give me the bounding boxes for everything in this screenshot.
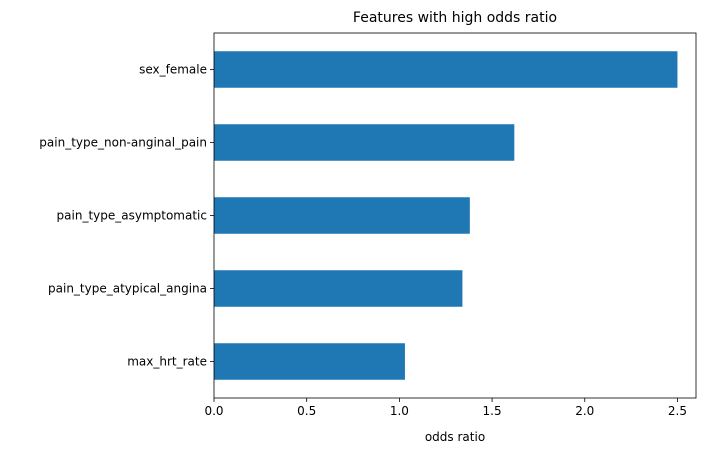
bar-pain_type_asymptomatic bbox=[214, 197, 470, 234]
y-tick-label: pain_type_atypical_angina bbox=[48, 282, 207, 296]
x-tick-label: 2.5 bbox=[668, 404, 687, 418]
x-axis-label: odds ratio bbox=[425, 430, 485, 444]
y-tick-label: max_hrt_rate bbox=[127, 355, 207, 369]
chart-title: Features with high odds ratio bbox=[353, 10, 557, 26]
x-tick-label: 0.5 bbox=[297, 404, 316, 418]
x-tick-label: 1.5 bbox=[483, 404, 502, 418]
y-tick-label: pain_type_asymptomatic bbox=[57, 209, 207, 223]
bars bbox=[214, 51, 678, 380]
x-tick-label: 2.0 bbox=[575, 404, 594, 418]
y-tick-label: pain_type_non-anginal_pain bbox=[39, 136, 207, 150]
y-tick-label: sex_female bbox=[139, 63, 207, 77]
bar-sex_female bbox=[214, 51, 678, 88]
bar-pain_type_non-anginal_pain bbox=[214, 124, 515, 161]
plot-frame bbox=[213, 32, 697, 399]
bar-pain_type_atypical_angina bbox=[214, 270, 463, 307]
x-tick-label: 1.0 bbox=[390, 404, 409, 418]
y-axis-ticks: sex_female pain_type_non-anginal_painpain… bbox=[39, 63, 214, 369]
x-axis-ticks: 0.0 0.5 1.0 1.5 2.0 2.5 bbox=[204, 398, 687, 418]
bar-max_hrt_rate bbox=[214, 343, 405, 380]
x-tick-label: 0.0 bbox=[204, 404, 223, 418]
